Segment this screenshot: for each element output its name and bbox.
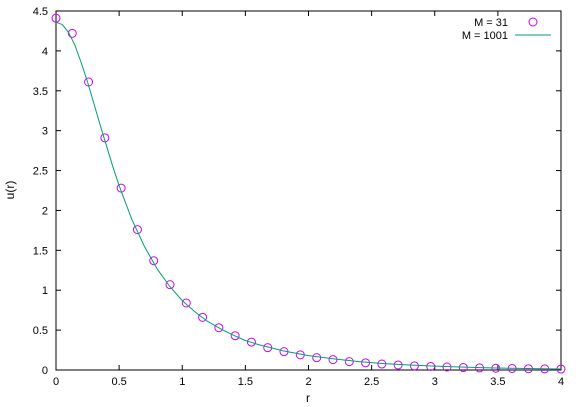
x-tick-label: 1 (179, 376, 185, 388)
legend-marker-swatch (528, 17, 538, 27)
data-point (181, 298, 191, 308)
x-tick-label: 2.5 (364, 376, 379, 388)
y-axis-label: u(r) (3, 181, 17, 200)
y-tick-label: 4 (42, 46, 48, 58)
data-point (230, 331, 240, 341)
series-layer (51, 13, 566, 374)
data-point (149, 256, 159, 266)
series-line (55, 21, 562, 370)
data-point (198, 312, 208, 322)
y-tick-label: 3.5 (33, 86, 48, 98)
x-axis-label: r (306, 391, 310, 405)
series-1 (51, 13, 566, 374)
x-tick-label: 4 (558, 376, 564, 388)
series-2 (55, 21, 562, 370)
y-tick-label: 1.5 (33, 245, 48, 257)
data-point (214, 323, 224, 333)
axis-ticks (55, 10, 562, 371)
y-tick-label: 0.5 (33, 325, 48, 337)
legend-label: M = 31 (474, 17, 508, 29)
data-point (344, 357, 354, 367)
data-point (312, 353, 322, 363)
x-tick-label: 3.5 (490, 376, 505, 388)
data-point (328, 355, 338, 365)
data-point (246, 337, 256, 347)
data-point (67, 28, 77, 38)
y-tick-label: 2.5 (33, 166, 48, 178)
x-tick-label: 0 (53, 376, 59, 388)
plot-frame (55, 10, 562, 371)
y-tick-label: 0 (42, 365, 48, 377)
legend: M = 31M = 1001 (462, 17, 551, 42)
y-tick-label: 1 (42, 285, 48, 297)
x-tick-label: 3 (432, 376, 438, 388)
data-point (132, 225, 142, 235)
axis-tick-labels: 0 0.5 1 1.5 2 2.5 3 3.5 4 0 0.5 1 1.5 2 2.5 3 3.5 4 4.5 (33, 6, 564, 388)
legend-label: M = 1001 (462, 30, 508, 42)
y-tick-label: 3 (42, 126, 48, 138)
data-point (165, 280, 175, 290)
y-tick-label: 2 (42, 205, 48, 217)
x-tick-label: 1.5 (238, 376, 253, 388)
x-tick-label: 0.5 (111, 376, 126, 388)
x-tick-label: 2 (305, 376, 311, 388)
y-tick-label: 4.5 (33, 6, 48, 18)
